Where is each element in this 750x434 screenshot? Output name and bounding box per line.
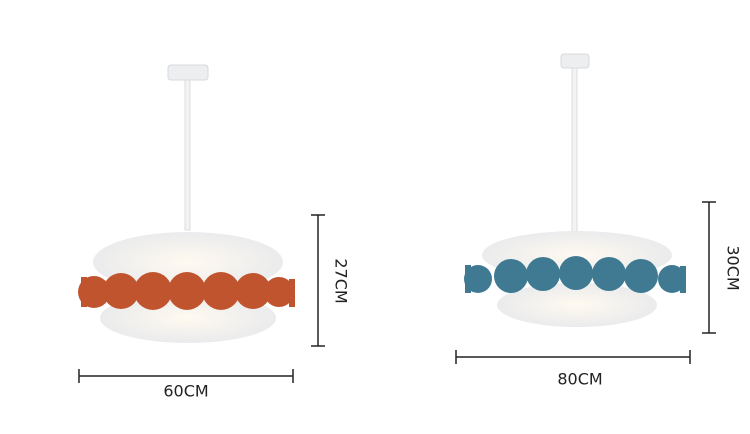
orange-lamp bbox=[78, 64, 295, 343]
width-label: 80CM bbox=[557, 370, 602, 389]
width-label: 60CM bbox=[163, 382, 208, 401]
blue-lamp bbox=[464, 53, 686, 327]
height-label: 27CM bbox=[332, 258, 351, 303]
height-label: 30CM bbox=[724, 245, 743, 290]
dimension-rules bbox=[78, 201, 716, 383]
